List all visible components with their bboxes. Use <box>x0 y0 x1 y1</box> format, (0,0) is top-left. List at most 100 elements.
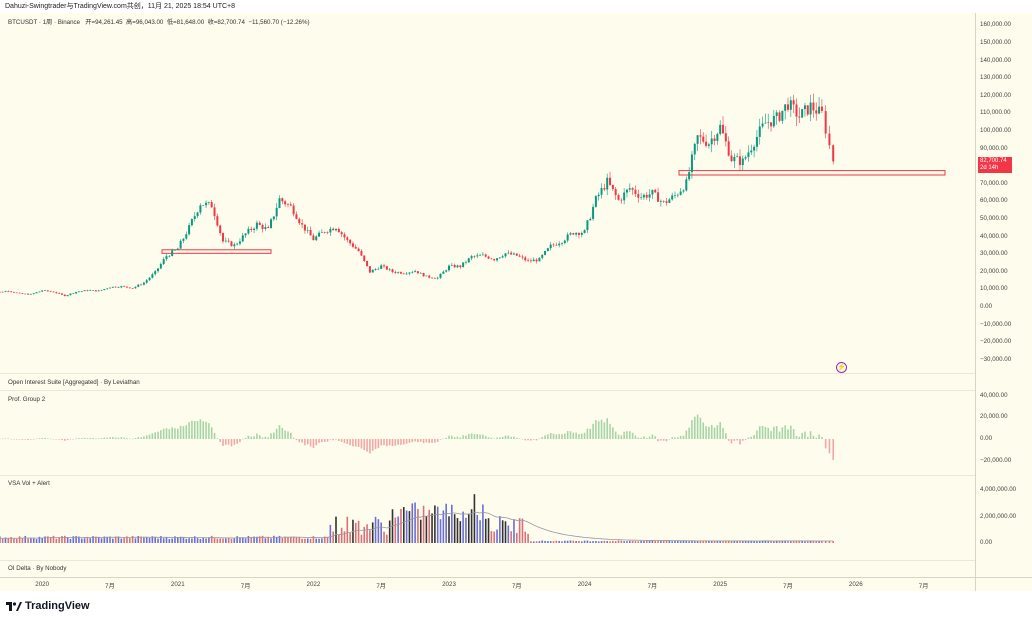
histogram-bar <box>597 421 600 439</box>
candle <box>326 232 329 233</box>
candle <box>157 268 160 272</box>
histogram-bar <box>682 435 685 439</box>
candle <box>114 286 117 288</box>
volume-bar <box>191 538 193 543</box>
volume-bar <box>648 541 651 543</box>
volume-bar <box>677 540 679 543</box>
volume-bar <box>583 540 586 543</box>
histogram-bar <box>710 424 713 439</box>
histogram-bar <box>236 439 238 444</box>
candle <box>168 255 171 257</box>
candle <box>44 290 47 292</box>
volume-bar <box>284 536 286 543</box>
histogram-bar <box>818 434 820 439</box>
histogram-bar <box>193 421 196 439</box>
volume-bar <box>80 538 83 543</box>
volume-bar <box>758 541 761 543</box>
candle <box>140 284 143 286</box>
candle <box>416 271 419 274</box>
histogram-bar <box>15 439 18 440</box>
candle <box>7 291 10 292</box>
histogram-bar <box>216 438 219 439</box>
oi-indicator-label[interactable]: Open Interest Suite [Aggregated] · By Le… <box>8 379 140 386</box>
candle <box>832 145 835 162</box>
pane-divider[interactable] <box>0 475 975 476</box>
volume-bar <box>784 540 786 543</box>
lightning-icon[interactable]: ⚡ <box>836 362 847 373</box>
vsa-indicator-label[interactable]: VSA Vol + Alert <box>8 480 50 487</box>
histogram-bar <box>44 437 46 439</box>
histogram-bar <box>417 439 419 443</box>
delta-indicator-label[interactable]: OI Delta · By Nobody <box>8 565 67 572</box>
candle <box>75 291 78 294</box>
chart-area[interactable]: BTCUSDT · 1周 · Binance 开=94,261.45 高=96,… <box>0 13 1032 591</box>
time-axis[interactable] <box>0 577 1032 578</box>
volume-bar <box>824 540 827 543</box>
volume-bar <box>708 540 710 543</box>
histogram-bar <box>174 428 176 439</box>
candle <box>193 216 196 220</box>
pane-divider[interactable] <box>0 390 975 391</box>
histogram-bar <box>662 439 665 441</box>
pane-divider[interactable] <box>0 373 975 374</box>
candle <box>507 252 510 254</box>
candle <box>154 271 157 275</box>
histogram-bar <box>693 416 696 439</box>
candle <box>335 228 337 231</box>
candle <box>394 272 397 273</box>
candle <box>343 234 346 238</box>
volume-bar <box>1 538 4 543</box>
histogram-bar <box>284 430 286 439</box>
volume-bar <box>403 507 405 543</box>
ohlc-change: −11,560.70 (−12.26%) <box>248 19 310 26</box>
ohlc-close: 收=82,700.74 <box>207 19 245 26</box>
volume-bar <box>685 541 688 543</box>
histogram-bar <box>233 439 236 445</box>
candle <box>414 271 417 273</box>
volume-bar <box>4 537 7 543</box>
volume-bar <box>555 540 558 543</box>
histogram-bar <box>145 435 148 439</box>
chart-plot[interactable] <box>0 13 975 591</box>
prof-tick-label: 20,000.00 <box>980 413 1008 421</box>
candle <box>295 214 298 219</box>
candle <box>467 258 470 263</box>
histogram-bar <box>7 438 10 440</box>
histogram-bar <box>386 439 388 447</box>
candle <box>66 295 69 297</box>
last-price-tag: 82,700.74 2d 14h <box>978 157 1012 173</box>
histogram-bar <box>148 434 151 439</box>
candle <box>337 228 340 233</box>
histogram-bar <box>86 438 89 439</box>
candle <box>496 258 499 261</box>
volume-bar <box>566 540 569 543</box>
last-price: 82,700.74 <box>980 158 1007 164</box>
histogram-bar <box>366 439 368 452</box>
prof-indicator-label[interactable]: Prof. Group 2 <box>8 396 46 403</box>
candle <box>332 228 335 231</box>
candle <box>106 288 109 290</box>
histogram-bar <box>487 437 490 439</box>
symbol-name[interactable]: BTCUSDT · 1周 · Binance <box>8 19 81 26</box>
candle <box>730 155 733 162</box>
candle <box>368 266 371 273</box>
volume-bar <box>818 541 820 543</box>
volume-bar <box>637 541 640 543</box>
volume-bar <box>109 536 111 543</box>
candle <box>255 222 258 229</box>
volume-bar <box>448 516 450 543</box>
candle <box>142 282 145 285</box>
price-tick-label: 70,000.00 <box>980 179 1008 187</box>
candle <box>640 197 643 198</box>
candle <box>145 280 148 283</box>
candle <box>795 104 798 117</box>
volume-bar <box>524 531 527 543</box>
pane-divider[interactable] <box>0 560 975 561</box>
histogram-bar <box>38 438 41 439</box>
histogram-bar <box>241 438 244 440</box>
price-axis[interactable] <box>975 13 976 591</box>
volume-bar <box>261 535 264 543</box>
histogram-bar <box>72 439 75 440</box>
candle <box>828 133 831 146</box>
price-tick-label: 110,000.00 <box>980 109 1011 117</box>
